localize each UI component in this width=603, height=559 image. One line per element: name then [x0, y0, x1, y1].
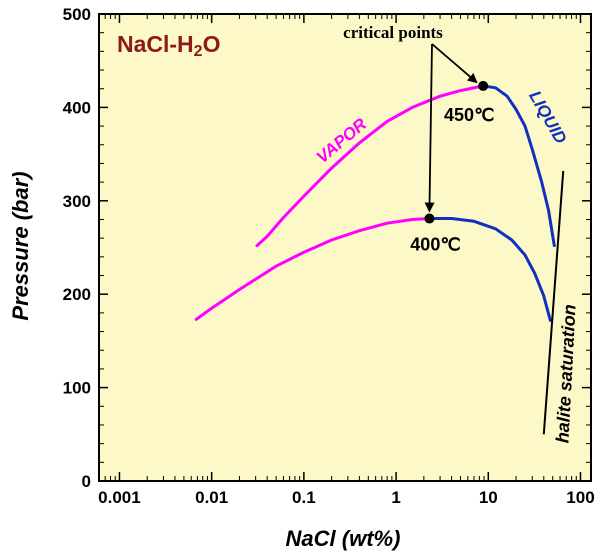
x-tick-label: 1: [391, 488, 400, 507]
arrow-to-400-critical-point: [424, 43, 435, 213]
critical-point-450: [478, 80, 489, 91]
system-label: NaCl-H2O: [117, 31, 220, 60]
critical-point-label-400: 400℃: [410, 235, 460, 255]
arrow-to-450-critical-point: [431, 43, 478, 84]
ticks-layer: [98, 13, 591, 482]
plot-frame: [98, 13, 592, 482]
x-tick-label: 0.001: [98, 488, 141, 507]
x-tick-label: 10: [479, 488, 498, 507]
x-tick-label: 0.01: [195, 488, 228, 507]
y-tick-label: 300: [63, 192, 91, 211]
y-tick-label: 100: [63, 379, 91, 398]
x-axis-title: NaCl (wt%): [286, 526, 401, 551]
y-axis-title: Pressure (bar): [8, 171, 33, 320]
y-tick-label: 200: [63, 285, 91, 304]
y-tick-label: 500: [63, 5, 91, 24]
liquid-curve-450: [481, 84, 556, 248]
series-layer: [194, 84, 565, 435]
vapor-curve-450: [255, 84, 485, 248]
critical-point-400: [424, 213, 435, 224]
x-tick-label: 100: [566, 488, 594, 507]
marks-layer: 450℃ 400℃: [410, 43, 494, 255]
plot-background: [99, 14, 591, 481]
liquid-curve-400: [427, 217, 552, 322]
tick-labels-layer: 0.001 0.01 0.1 1 10 100 0 100 200 300 400 500: [63, 5, 595, 507]
vapor-curve-400: [194, 217, 431, 321]
halite-saturation-line: [542, 170, 565, 435]
x-tick-label: 0.1: [292, 488, 316, 507]
y-tick-label: 400: [63, 98, 91, 117]
y-tick-label: 0: [82, 472, 91, 491]
critical-points-annotation: critical points: [343, 23, 443, 42]
critical-point-label-450: 450℃: [444, 105, 494, 125]
